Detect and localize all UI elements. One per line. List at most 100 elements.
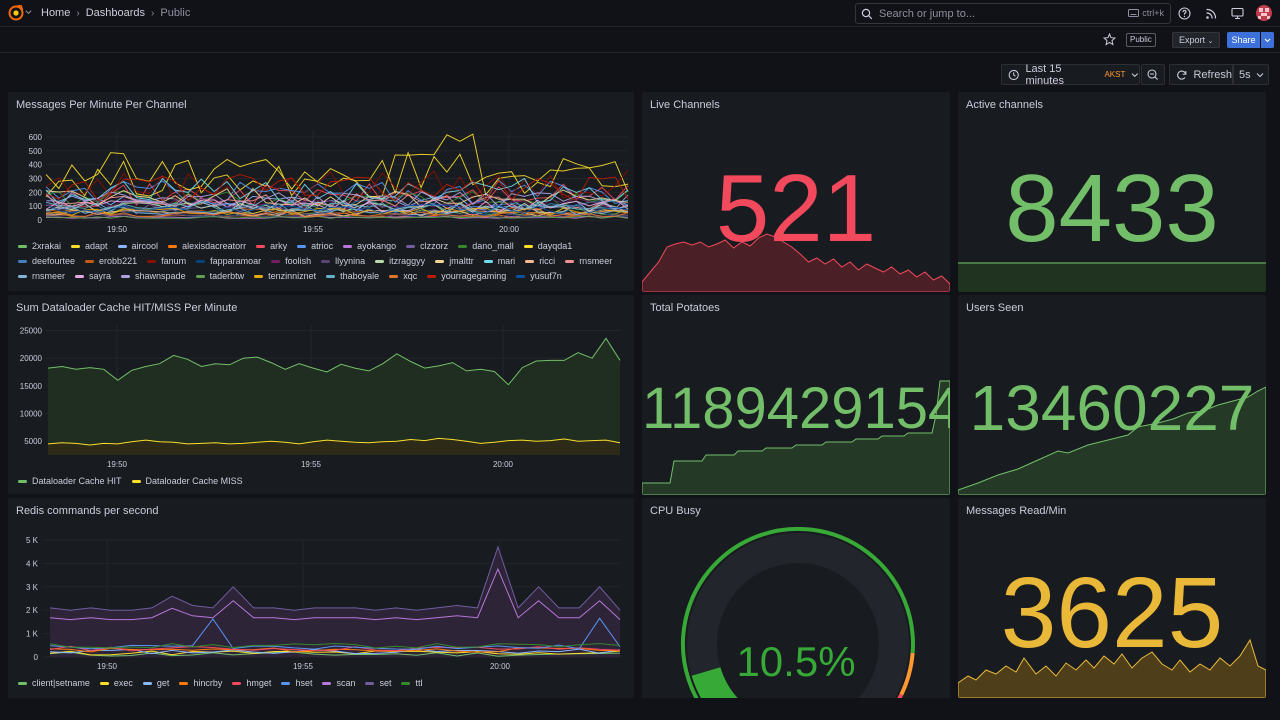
total-potatoes-sparkline (642, 380, 950, 495)
panel-redis-commands[interactable]: Redis commands per second 0 1 K 2 K 3 K 4 K 5… (8, 498, 634, 698)
legend-item[interactable]: hset (281, 678, 312, 688)
legend-label: sayra (89, 271, 112, 281)
legend-item[interactable]: llyynina (321, 256, 365, 266)
legend-item[interactable]: ricci (525, 256, 555, 266)
y-tick-label: 0 (34, 653, 39, 662)
star-icon[interactable] (1103, 33, 1116, 46)
help-icon[interactable] (1178, 7, 1191, 20)
panel-users-seen[interactable]: Users Seen 13460227 (958, 295, 1266, 495)
keyboard-icon (1128, 9, 1140, 17)
legend-item[interactable]: rnsmeer (18, 271, 65, 281)
legend-item[interactable]: taderbtw (195, 271, 244, 281)
legend-item[interactable]: deefourtee (18, 256, 75, 266)
panel-messages-per-minute[interactable]: Messages Per Minute Per Channel 0 100 200 3… (8, 92, 634, 291)
legend-label: jmalttr (449, 256, 474, 266)
legend-item[interactable]: ttl (401, 678, 423, 688)
time-range-picker[interactable]: Last 15 minutes AKST (1001, 63, 1140, 87)
legend-item[interactable]: set (365, 678, 391, 688)
news-feed-icon[interactable] (1205, 7, 1218, 20)
legend-item[interactable]: xqc (389, 271, 417, 281)
legend-item[interactable]: ayokango (343, 241, 396, 251)
breadcrumb-home[interactable]: Home (41, 7, 71, 19)
legend-item[interactable]: rnsmeer (565, 256, 612, 266)
series-line (45, 183, 629, 207)
cpu-gauge (680, 526, 915, 698)
legend-item[interactable]: clzzorz (406, 241, 448, 251)
gauge-threshold-arc (680, 526, 915, 698)
chevron-down-icon[interactable] (25, 9, 32, 16)
refresh-button[interactable]: Refresh (1169, 64, 1233, 85)
series-line (45, 211, 629, 218)
legend-item[interactable]: itzraggyy (375, 256, 425, 266)
zoom-out-button[interactable] (1141, 64, 1165, 85)
panel-messages-read[interactable]: Messages Read/Min 3625 (958, 498, 1266, 698)
grafana-logo-icon[interactable] (8, 5, 24, 21)
legend-label: scan (336, 678, 356, 688)
legend-item[interactable]: arky (256, 241, 287, 251)
legend-label: yusuf7n (530, 271, 562, 281)
panel-live-channels[interactable]: Live Channels 521 (642, 92, 950, 292)
legend-item[interactable]: sayra (75, 271, 111, 281)
share-dropdown-button[interactable] (1261, 32, 1274, 48)
legend-item[interactable]: mari (483, 256, 515, 266)
legend-swatch (18, 681, 27, 685)
breadcrumb-dashboards[interactable]: Dashboards (85, 7, 146, 19)
kiosk-mode-icon[interactable] (1231, 7, 1244, 20)
keyboard-shortcut-hint: ctrl+k (1128, 8, 1164, 18)
legend-item[interactable]: get (142, 678, 169, 688)
legend-item[interactable]: jmalttr (435, 256, 474, 266)
legend-item[interactable]: alexisdacreatorr (168, 241, 246, 251)
refresh-interval-picker[interactable]: 5s (1233, 64, 1269, 85)
panel-active-channels[interactable]: Active channels 8433 (958, 92, 1266, 292)
legend-item[interactable]: thaboyale (326, 271, 379, 281)
legend-item[interactable]: hmget (232, 678, 271, 688)
redis-timeseries-chart[interactable]: 0 1 K 2 K 3 K 4 K 5 K 19:50 19:55 20:00 (8, 498, 634, 678)
legend-item[interactable]: hincrby (179, 678, 222, 688)
series-line (45, 215, 629, 219)
x-tick-label: 19:55 (303, 225, 324, 234)
legend-item[interactable]: scan (322, 678, 355, 688)
legend-item[interactable]: atrioc (297, 241, 333, 251)
legend-item[interactable]: Dataloader Cache MISS (131, 476, 243, 486)
legend-item[interactable]: foolish (271, 256, 311, 266)
legend-item[interactable]: fapparamoar (196, 256, 261, 266)
legend-item[interactable]: erobb221 (85, 256, 137, 266)
legend-item[interactable]: exec (99, 678, 133, 688)
legend-label: ayokango (357, 241, 397, 251)
stat-value: 1189429154 (642, 376, 950, 441)
legend-swatch (168, 244, 178, 248)
live-channels-sparkline (642, 233, 950, 292)
legend-item[interactable]: yourragegaming (427, 271, 506, 281)
export-button[interactable]: Export ⌄ (1172, 32, 1221, 48)
legend-item[interactable]: dayqda1 (523, 241, 572, 251)
legend-item[interactable]: 2xrakai (18, 241, 61, 251)
series-line (45, 187, 629, 209)
legend-swatch (71, 244, 81, 248)
legend-item[interactable]: yusuf7n (516, 271, 562, 281)
legend-item[interactable]: shawnspade (121, 271, 186, 281)
panel-title: Messages Per Minute Per Channel (16, 99, 187, 111)
series-area (48, 338, 620, 455)
panel-total-potatoes[interactable]: Total Potatoes 1189429154 (642, 295, 950, 495)
legend-item[interactable]: dano_mall (458, 241, 514, 251)
series-line (45, 203, 629, 215)
legend-item[interactable]: aircool (117, 241, 158, 251)
legend-label: Dataloader Cache HIT (32, 476, 122, 486)
dataloader-timeseries-chart[interactable]: 5000 10000 15000 20000 25000 19:50 19:55 20:00 (8, 295, 634, 475)
breadcrumb-separator-icon: › (76, 7, 80, 19)
user-avatar[interactable] (1256, 5, 1272, 21)
legend-item[interactable]: Dataloader Cache HIT (18, 476, 122, 486)
legend-item[interactable]: tenzinniznet (254, 271, 316, 281)
legend-item[interactable]: fanum (147, 256, 186, 266)
gauge-threshold-arc (899, 652, 915, 696)
share-button[interactable]: Share (1227, 32, 1260, 48)
x-tick-label: 20:00 (490, 662, 511, 671)
top-navbar: Home › Dashboards › Public Search or jum… (0, 0, 1280, 27)
messages-timeseries-chart[interactable]: 0 100 200 300 400 500 600 19:50 19:55 20:00 (8, 92, 634, 237)
legend-item[interactable]: adapt (71, 241, 108, 251)
chart-legend: 2xrakai adapt aircool alexisdacreatorr arky a… (18, 241, 628, 281)
search-input[interactable]: Search or jump to... ctrl+k (855, 3, 1171, 24)
panel-dataloader-cache[interactable]: Sum Dataloader Cache HIT/MISS Per Minute… (8, 295, 634, 494)
panel-cpu-busy[interactable]: CPU Busy 10.5% (642, 498, 950, 698)
legend-item[interactable]: client|setname (18, 678, 90, 688)
